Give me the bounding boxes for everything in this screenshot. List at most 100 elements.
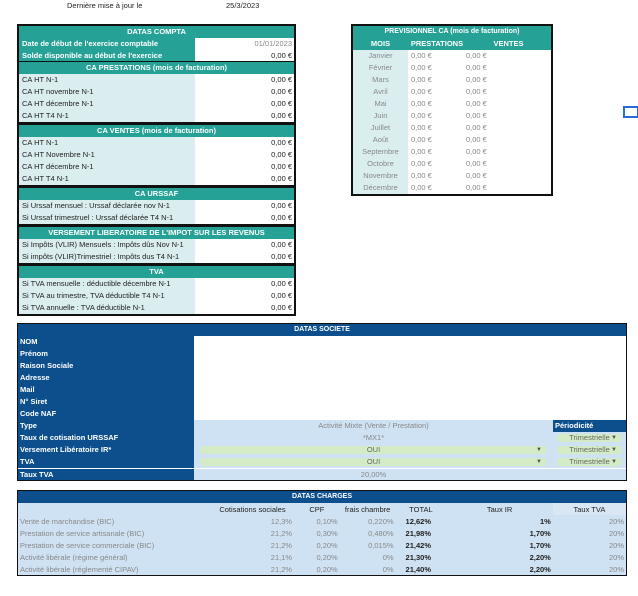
prestations-value[interactable]: 0,00 € xyxy=(411,171,432,180)
prestations-value[interactable]: 0,00 € xyxy=(411,63,432,72)
section-title: CA VENTES (mois de facturation) xyxy=(19,125,294,137)
versement-liberatoire-dropdown[interactable]: OUI ▼ xyxy=(200,446,547,454)
section-row: CA HT décembre N-1 0,00 € xyxy=(19,161,294,173)
ventes-value[interactable]: 0,00 € xyxy=(466,63,487,72)
societe-label: Code NAF xyxy=(18,408,194,420)
tva-period-dropdown[interactable]: Trimestrielle ▼ xyxy=(557,458,622,466)
prestations-value[interactable]: 0,00 € xyxy=(411,75,432,84)
charges-header xyxy=(18,503,211,515)
ventes-value[interactable]: 0,00 € xyxy=(466,147,487,156)
charges-header: TOTAL xyxy=(409,504,433,514)
ventes-value[interactable]: 0,00 € xyxy=(466,123,487,132)
prestations-value[interactable]: 0,00 € xyxy=(411,147,432,156)
societe-input[interactable] xyxy=(194,408,626,420)
societe-input[interactable] xyxy=(194,384,626,396)
charges-row: Activité libérale (réglementé CIPAV) 21,2… xyxy=(18,563,626,575)
charges-header: Taux TVA xyxy=(552,503,626,515)
prestations-value[interactable]: 0,00 € xyxy=(411,111,432,120)
section-row: CA HT novembre N-1 0,00 € xyxy=(19,86,294,98)
row-value[interactable]: 0,00 € xyxy=(195,251,294,263)
row-value[interactable]: 0,00 € xyxy=(195,98,294,110)
row-value[interactable]: 0,00 € xyxy=(195,137,294,149)
charges-cell: 21,1% xyxy=(270,552,293,562)
type-value[interactable]: Activité Mixte (Vente / Prestation) xyxy=(194,420,553,432)
societe-input[interactable] xyxy=(194,336,626,348)
taux-tva-label: Taux TVA xyxy=(18,469,194,480)
taux-cotisation-value[interactable]: *MX1* xyxy=(194,432,553,444)
prestations-value[interactable]: 0,00 € xyxy=(411,183,432,192)
row-value[interactable]: 0,00 € xyxy=(195,149,294,161)
charges-cell: 0% xyxy=(382,564,394,574)
ventes-value[interactable]: 0,00 € xyxy=(466,99,487,108)
ventes-value[interactable]: 0,00 € xyxy=(466,51,487,60)
row-value[interactable]: 0,00 € xyxy=(195,110,294,122)
prestations-value[interactable]: 0,00 € xyxy=(411,99,432,108)
charges-header: Taux IR xyxy=(486,504,513,514)
prestations-value[interactable]: 0,00 € xyxy=(411,123,432,132)
versement-liberatoire-label: Versement Libératoire IR* xyxy=(18,444,194,456)
start-date-input[interactable]: 01/01/2023 xyxy=(195,38,294,50)
month-label: Juillet xyxy=(353,122,408,134)
row-value[interactable]: 0,00 € xyxy=(195,239,294,251)
start-date-row: Date de début de l'exercice comptable 01… xyxy=(19,38,294,50)
societe-input[interactable] xyxy=(194,372,626,384)
datas-compta: DATAS COMPTA Date de début de l'exercice… xyxy=(17,24,296,64)
prestations-value[interactable]: 0,00 € xyxy=(411,87,432,96)
tva-dropdown[interactable]: OUI ▼ xyxy=(200,458,547,466)
previsionnel-table: PREVISIONNEL CA (mois de facturation) MO… xyxy=(351,24,553,196)
charges-table: Cotisations sociales CPF frais chambre TOTA… xyxy=(18,503,626,575)
row-value[interactable]: 0,00 € xyxy=(195,278,294,290)
taux-period-dropdown[interactable]: Trimestrielle ▼ xyxy=(557,434,622,442)
row-label: CA HT T4 N-1 xyxy=(19,110,195,122)
societe-input[interactable] xyxy=(194,360,626,372)
month-row: Octobre 0,00 €0,00 € xyxy=(353,158,551,170)
charges-cell: 1,70% xyxy=(529,528,551,538)
ventes-value[interactable]: 0,00 € xyxy=(466,87,487,96)
cell-selection[interactable] xyxy=(623,106,638,118)
ventes-value[interactable]: 0,00 € xyxy=(466,171,487,180)
charges-cell: 0,10% xyxy=(316,516,338,526)
ventes-value[interactable]: 0,00 € xyxy=(466,135,487,144)
row-value[interactable]: 0,00 € xyxy=(195,74,294,86)
ventes-value[interactable]: 0,00 € xyxy=(466,159,487,168)
month-label: Mars xyxy=(353,74,408,86)
charges-cell: 0,220% xyxy=(368,516,394,526)
section-4: TVA Si TVA mensuelle : déductible décembr… xyxy=(17,265,296,316)
row-value[interactable]: 0,00 € xyxy=(195,302,294,314)
ventes-value[interactable]: 0,00 € xyxy=(466,111,487,120)
charges-cell: 21,30% xyxy=(405,552,431,562)
row-value[interactable]: 0,00 € xyxy=(195,86,294,98)
ventes-value[interactable]: 0,00 € xyxy=(466,183,487,192)
month-label: Octobre xyxy=(353,158,408,170)
section-title: CA PRESTATIONS (mois de facturation) xyxy=(19,62,294,74)
societe-label: Adresse xyxy=(18,372,194,384)
row-value[interactable]: 0,00 € xyxy=(195,200,294,212)
row-value[interactable]: 0,00 € xyxy=(195,212,294,224)
charges-cell: 0% xyxy=(382,552,394,562)
section-3: VERSEMENT LIBERATOIRE DE L'IMPOT SUR LES… xyxy=(17,226,296,265)
ventes-value[interactable]: 0,00 € xyxy=(466,75,487,84)
month-label: Novembre xyxy=(353,170,408,182)
balance-input[interactable]: 0,00 € xyxy=(195,50,294,62)
datas-societe: DATAS SOCIETE NOM Prénom Raison Sociale Adr… xyxy=(17,323,627,481)
prestations-value[interactable]: 0,00 € xyxy=(411,135,432,144)
charges-cell: Activité libérale (réglementé CIPAV) xyxy=(20,564,139,574)
row-label: Si Urssaf trimestruel : Urssaf déclarée … xyxy=(19,212,195,224)
prestations-value[interactable]: 0,00 € xyxy=(411,51,432,60)
vl-period-dropdown[interactable]: Trimestrielle ▼ xyxy=(557,446,622,454)
header-mois: MOIS xyxy=(370,39,391,48)
row-label: Si TVA au trimestre, TVA déductible T4 N… xyxy=(19,290,195,302)
charges-cell: 21,2% xyxy=(270,564,293,574)
row-label: Si TVA mensuelle : déductible décembre N… xyxy=(19,278,195,290)
row-value[interactable]: 0,00 € xyxy=(195,290,294,302)
last-update-date: 25/3/2023 xyxy=(226,1,260,10)
row-value[interactable]: 0,00 € xyxy=(195,161,294,173)
tva-period-value: Trimestrielle xyxy=(569,457,610,466)
month-row: Septembre 0,00 €0,00 € xyxy=(353,146,551,158)
societe-input[interactable] xyxy=(194,396,626,408)
societe-label: Mail xyxy=(18,384,194,396)
societe-input[interactable] xyxy=(194,348,626,360)
prestations-value[interactable]: 0,00 € xyxy=(411,159,432,168)
row-value[interactable]: 0,00 € xyxy=(195,173,294,185)
datas-societe-title: DATAS SOCIETE xyxy=(18,324,626,336)
